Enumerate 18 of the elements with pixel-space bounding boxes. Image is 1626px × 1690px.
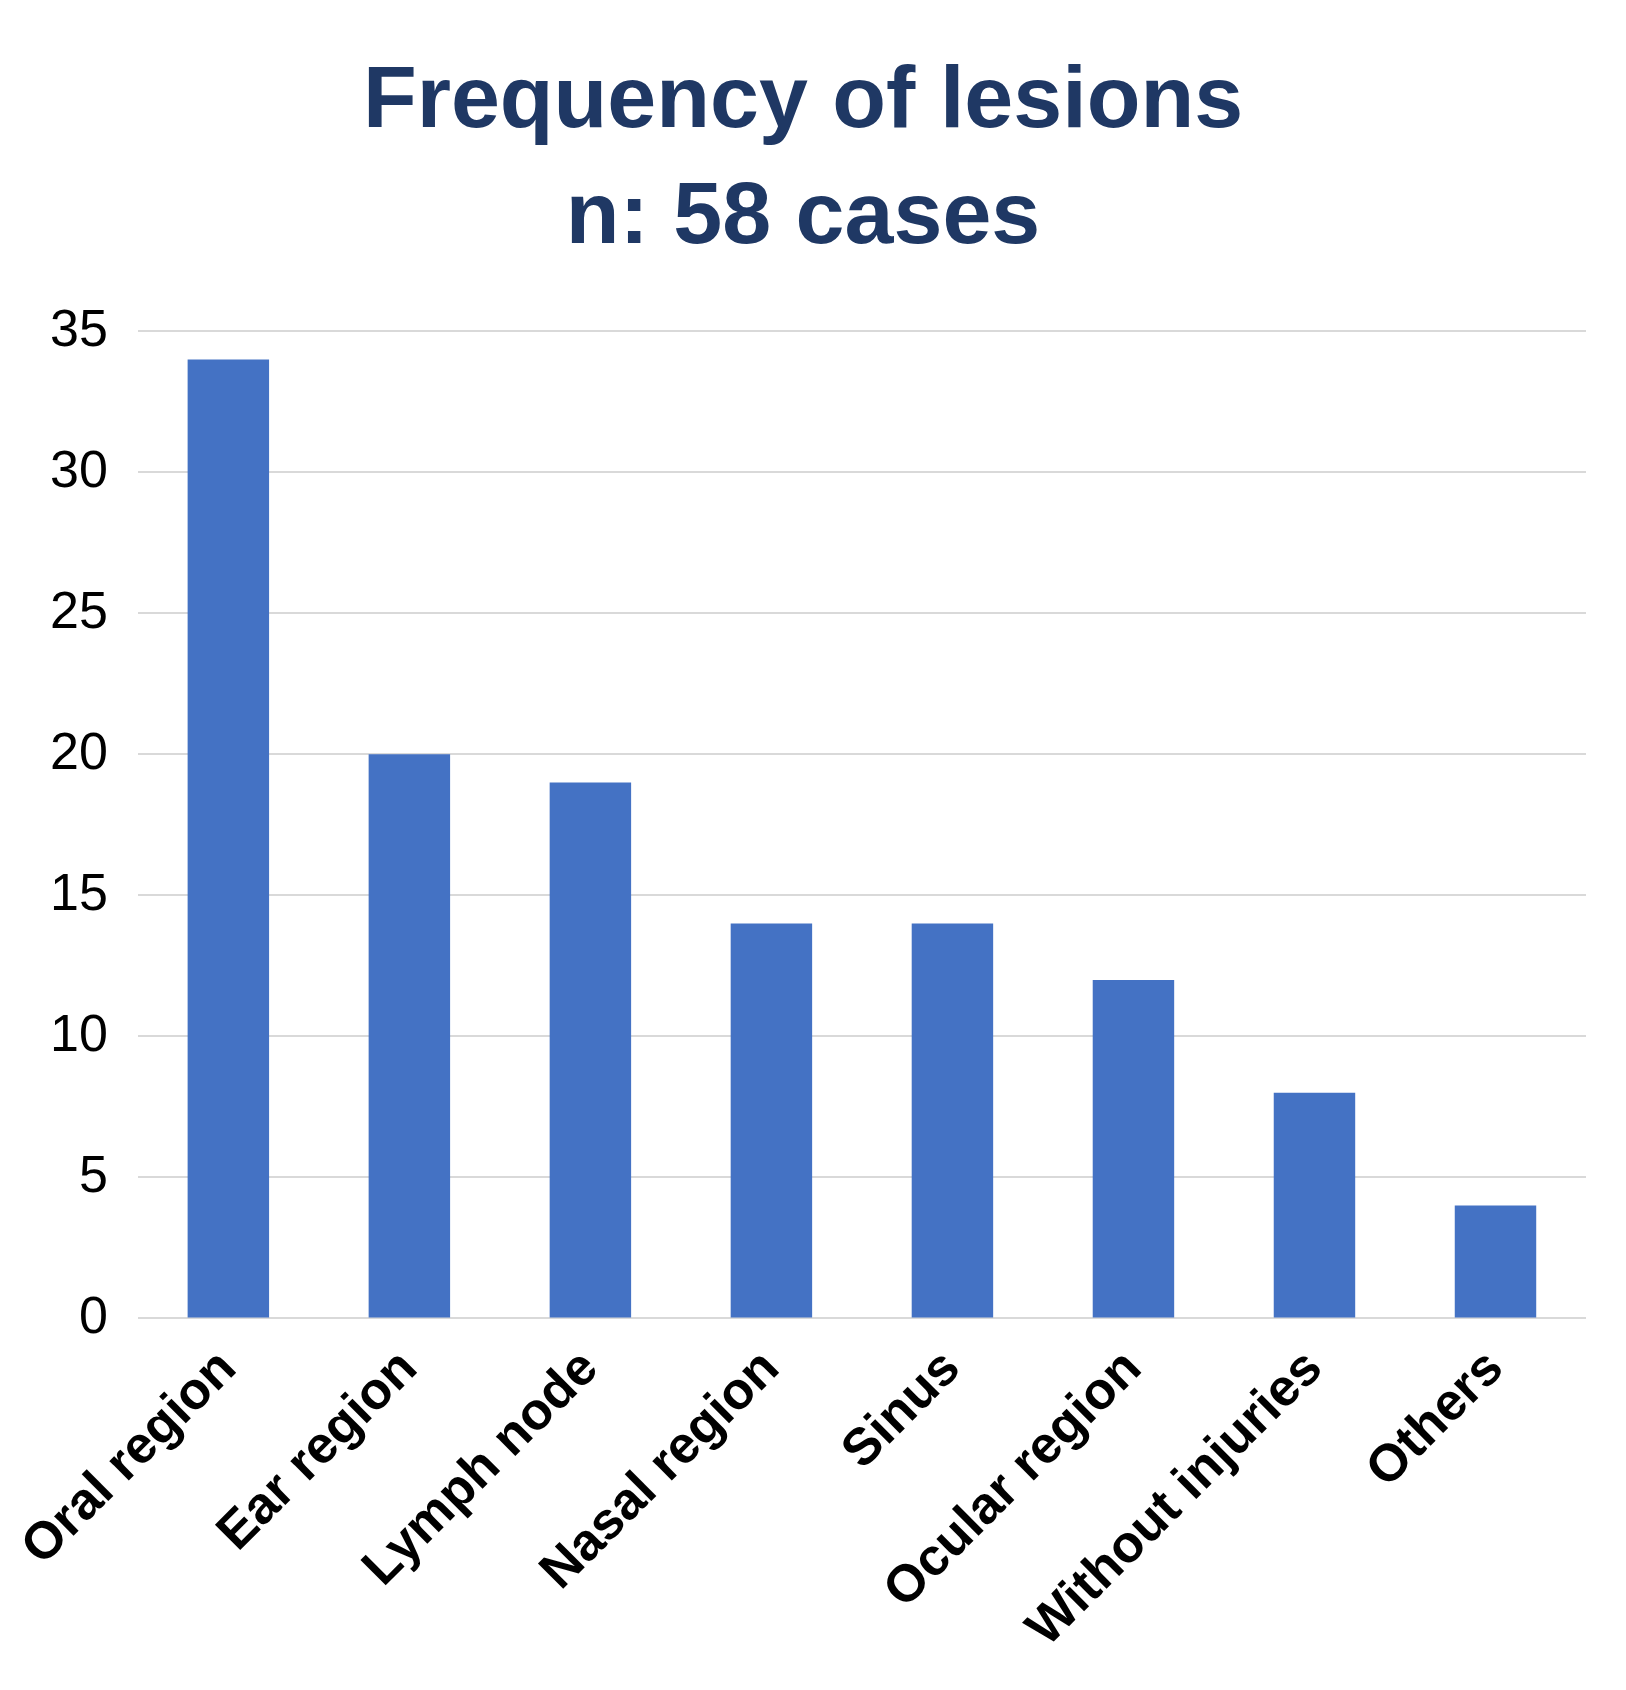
y-tick-label: 25 [50, 580, 108, 639]
bar [1454, 1205, 1537, 1318]
y-tick-label: 0 [78, 1285, 108, 1344]
bar [1092, 979, 1175, 1318]
bar [730, 923, 813, 1318]
chart-title: Frequency of lesions [362, 47, 1244, 147]
chart-subtitle: n: 58 cases [565, 162, 1041, 262]
y-tick-label: 10 [50, 1003, 108, 1062]
bar [368, 754, 451, 1318]
bar [1273, 1092, 1356, 1318]
y-tick-label: 15 [50, 862, 108, 921]
y-tick-label: 30 [50, 439, 108, 498]
y-tick-label: 35 [50, 298, 108, 357]
bar [911, 923, 994, 1318]
bar [187, 359, 270, 1318]
y-tick-label: 5 [78, 1144, 108, 1203]
y-tick-label: 20 [50, 721, 108, 780]
bar [549, 782, 632, 1318]
